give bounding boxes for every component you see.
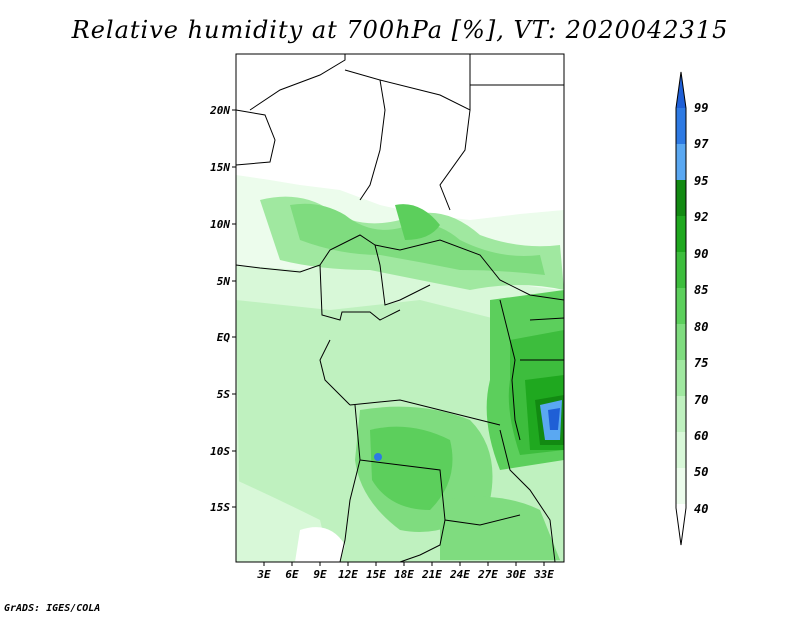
lon-label-30e: 30E <box>505 568 526 581</box>
colorbar-swatch <box>676 216 686 252</box>
lon-label-6e: 6E <box>285 568 299 581</box>
humidity-field <box>236 54 564 562</box>
colorbar-label-40: 40 <box>694 502 708 516</box>
colorbar-label-90: 90 <box>694 247 708 261</box>
colorbar-swatch <box>676 180 686 216</box>
country-borders <box>235 54 565 563</box>
lon-label-15e: 15E <box>366 568 386 581</box>
colorbar-label-85: 85 <box>694 283 708 297</box>
colorbar-swatch <box>676 144 686 180</box>
lat-label-20n: 20N <box>209 104 230 117</box>
lon-label-3e: 3E <box>256 568 271 581</box>
colorbar-swatch <box>676 108 686 144</box>
colorbar-swatch <box>676 396 686 432</box>
colorbar-label-50: 50 <box>694 465 708 479</box>
colorbar-top-arrow <box>676 72 686 108</box>
colorbar-swatch <box>676 468 686 504</box>
colorbar: 99 97 95 92 90 85 80 75 70 60 50 40 <box>675 71 709 546</box>
lon-label-24e: 24E <box>449 568 470 581</box>
colorbar-label-80: 80 <box>694 320 708 334</box>
lat-label-eq: EQ <box>217 331 231 344</box>
lon-label-18e: 18E <box>394 568 414 581</box>
lon-label-9e: 9E <box>313 568 327 581</box>
colorbar-bottom-arrow <box>676 508 686 545</box>
colorbar-label-95: 95 <box>694 174 708 188</box>
colorbar-swatch <box>676 324 686 360</box>
lat-label-10n: 10N <box>210 218 230 231</box>
colorbar-swatch <box>676 360 686 396</box>
lat-label-15n: 15N <box>210 161 230 174</box>
latitude-axis: 20N 15N 10N 5N EQ 5S 10S 15S <box>209 104 236 514</box>
colorbar-label-92: 92 <box>694 210 708 224</box>
lon-label-12e: 12E <box>338 568 358 581</box>
lon-label-33e: 33E <box>533 568 554 581</box>
colorbar-label-99: 99 <box>694 101 708 115</box>
lat-label-5n: 5N <box>217 275 231 288</box>
lon-label-21e: 21E <box>421 568 442 581</box>
lon-label-27e: 27E <box>477 568 498 581</box>
colorbar-label-75: 75 <box>694 356 708 370</box>
colorbar-label-60: 60 <box>694 429 708 443</box>
grads-credit: GrADS: IGES/COLA <box>4 603 101 614</box>
colorbar-label-97: 97 <box>694 137 709 151</box>
map-title: Relative humidity at 700hPa [%], VT: 202… <box>71 16 729 44</box>
colorbar-swatch <box>676 288 686 324</box>
lat-label-5s: 5S <box>217 388 231 401</box>
colorbar-label-70: 70 <box>694 393 708 407</box>
longitude-axis: 3E 6E 9E 12E 15E 18E 21E 24E 27E 30E 33E <box>256 562 554 581</box>
lat-label-10s: 10S <box>210 445 230 458</box>
colorbar-swatch <box>676 432 686 468</box>
map-frame <box>235 53 565 563</box>
colorbar-swatch <box>676 252 686 288</box>
lat-label-15s: 15S <box>210 501 230 514</box>
